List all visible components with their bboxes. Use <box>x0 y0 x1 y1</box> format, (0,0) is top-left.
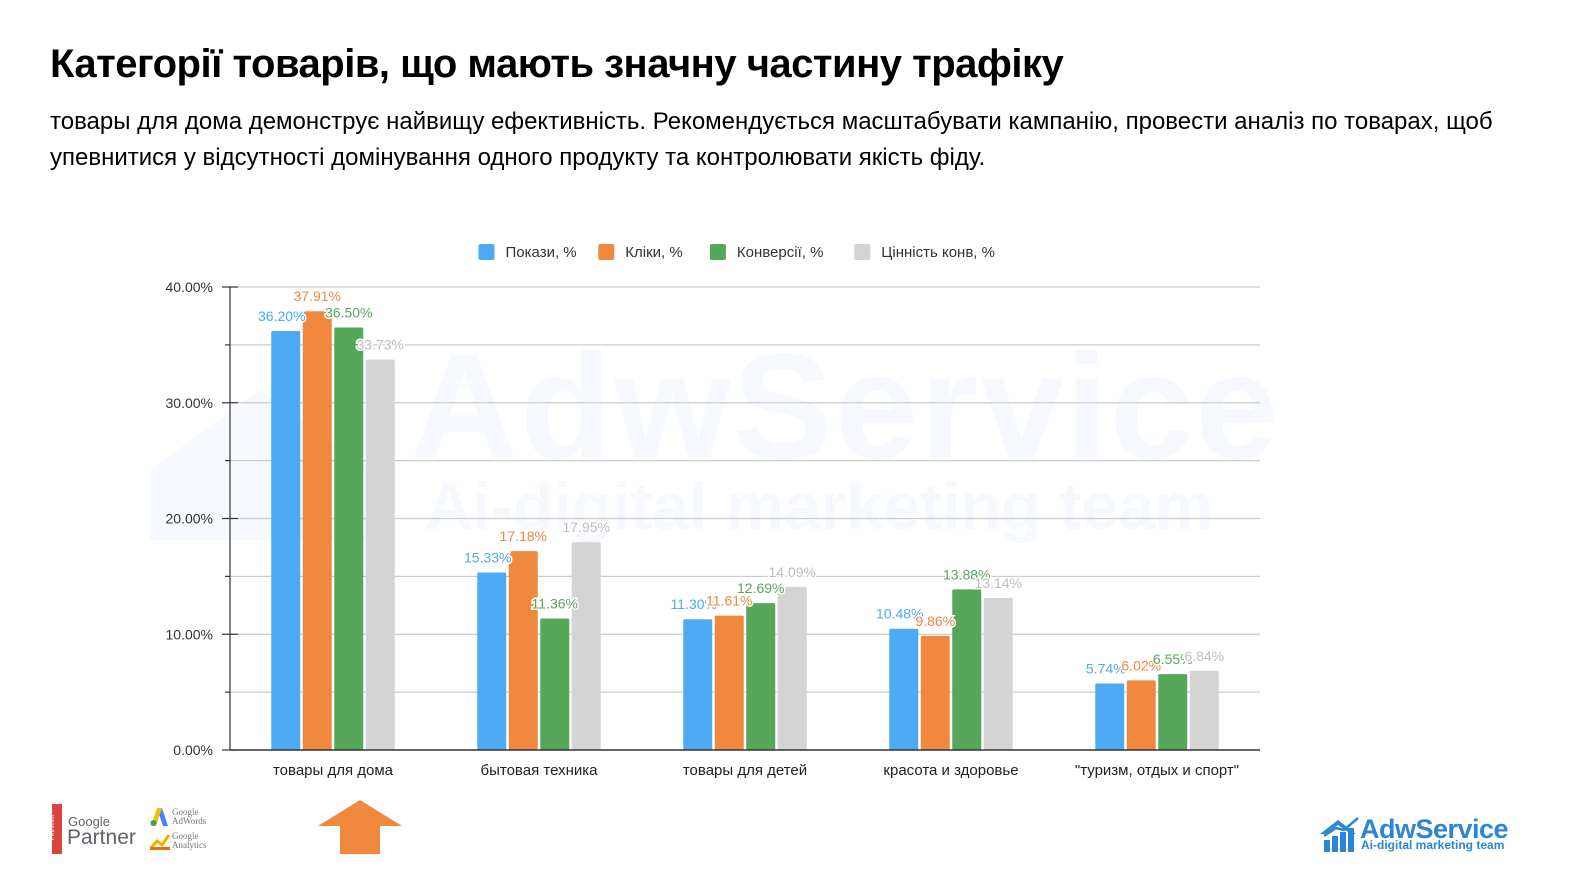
adwservice-logo-icon <box>1320 817 1359 852</box>
y-tick-label: 0.00% <box>173 742 213 758</box>
bar <box>1126 680 1156 750</box>
data-label: 37.91% <box>294 288 341 304</box>
legend-label: Конверсії, % <box>737 244 824 261</box>
axis-layer: 0.00% 10.00% 20.00% 30.00% 40.00% товары для … <box>166 279 1260 779</box>
legend: Покази, % Кліки, % Конверсії, % Цінність ко… <box>478 244 995 261</box>
y-tick-label: 10.00% <box>166 626 213 642</box>
bar <box>571 542 601 750</box>
bar <box>1095 683 1125 750</box>
legend-swatch <box>709 244 726 260</box>
bars-layer <box>271 311 1219 750</box>
bar <box>920 635 950 750</box>
bar <box>714 615 744 750</box>
data-label: 15.33% <box>464 550 511 566</box>
adwords-label-2: AdWords <box>172 816 207 826</box>
bar <box>889 628 919 750</box>
bar <box>334 327 364 750</box>
data-label: 17.18% <box>500 528 547 544</box>
data-label: 13.88% <box>943 566 990 582</box>
y-tick-label: 30.00% <box>166 395 213 411</box>
google-partner-label: Partner <box>67 826 136 849</box>
google-partner-google-label: Google <box>68 814 110 829</box>
analytics-label-2: Analytics <box>172 840 207 850</box>
bar <box>271 330 301 750</box>
data-label: 10.48% <box>876 606 923 622</box>
data-label: 12.69% <box>737 580 784 596</box>
bar <box>952 589 982 750</box>
legend-label: Кліки, % <box>625 244 682 261</box>
legend-swatch <box>478 244 495 260</box>
data-label: 6.55% <box>1153 651 1193 667</box>
brand-tagline: Ai-digital marketing team <box>1361 838 1505 852</box>
data-label: 33.73% <box>357 337 404 353</box>
data-label: 36.50% <box>325 305 372 321</box>
data-label: 17.95% <box>563 519 610 535</box>
premier-label: PREMIER <box>50 813 57 841</box>
premier-bar: PREMIER <box>50 804 62 854</box>
data-label: 36.20% <box>258 308 305 324</box>
brand-name: AdwService <box>1360 814 1509 844</box>
adwords-icon <box>150 808 168 826</box>
legend-swatch <box>854 244 871 260</box>
slide-title: Категорії товарів, що мають значну части… <box>50 42 1064 86</box>
bar <box>477 572 507 750</box>
data-label: 5.74% <box>1086 661 1126 677</box>
bar <box>302 311 332 750</box>
bar <box>683 619 713 750</box>
analytics-label-1: Google <box>172 831 199 841</box>
x-tick-label: бытовая техника <box>481 762 599 779</box>
google-partner-badges: PREMIER Google Partner Google AdWords Go… <box>50 804 220 856</box>
data-label: 14.09% <box>769 564 816 580</box>
adwords-label-1: Google <box>172 807 199 817</box>
x-tick-label: "туризм, отдых и спорт" <box>1075 762 1239 779</box>
bar <box>540 618 570 750</box>
x-tick-label: товары для дома <box>273 762 394 779</box>
bar <box>746 603 776 750</box>
legend-label: Покази, % <box>506 244 577 261</box>
data-label: 11.61% <box>706 593 752 609</box>
grid-layer <box>230 286 1260 693</box>
data-labels-layer: 36.20% 37.91%36.50% 33.73% 15.33% 17.18% 11.3… <box>257 287 1226 678</box>
data-label: 6.02% <box>1121 657 1161 673</box>
up-arrow-icon <box>318 800 402 854</box>
y-tick-label: 40.00% <box>166 279 213 295</box>
data-label: 11.30% <box>671 596 717 612</box>
analytics-icon <box>150 834 170 850</box>
y-tick-label: 20.00% <box>166 511 213 527</box>
legend-label: Цінність конв, % <box>881 244 995 261</box>
bar <box>1189 670 1219 750</box>
legend-swatch <box>598 244 615 260</box>
bar <box>777 586 807 750</box>
data-label: 6.84% <box>1184 648 1224 664</box>
data-label: 13.14% <box>975 575 1022 591</box>
data-label: 9.86% <box>915 613 955 629</box>
x-tick-label: товары для детей <box>683 762 807 779</box>
bar <box>365 359 395 750</box>
bar <box>983 597 1013 750</box>
x-tick-label: красота и здоровье <box>883 762 1018 779</box>
adwservice-logo: AdwService Ai-digital marketing team <box>1318 814 1538 858</box>
bar <box>1158 674 1188 750</box>
slide-subtitle: товары для дома демонструє найвищу ефект… <box>50 108 1493 171</box>
bar <box>508 551 538 750</box>
data-label: 11.36% <box>532 596 578 612</box>
